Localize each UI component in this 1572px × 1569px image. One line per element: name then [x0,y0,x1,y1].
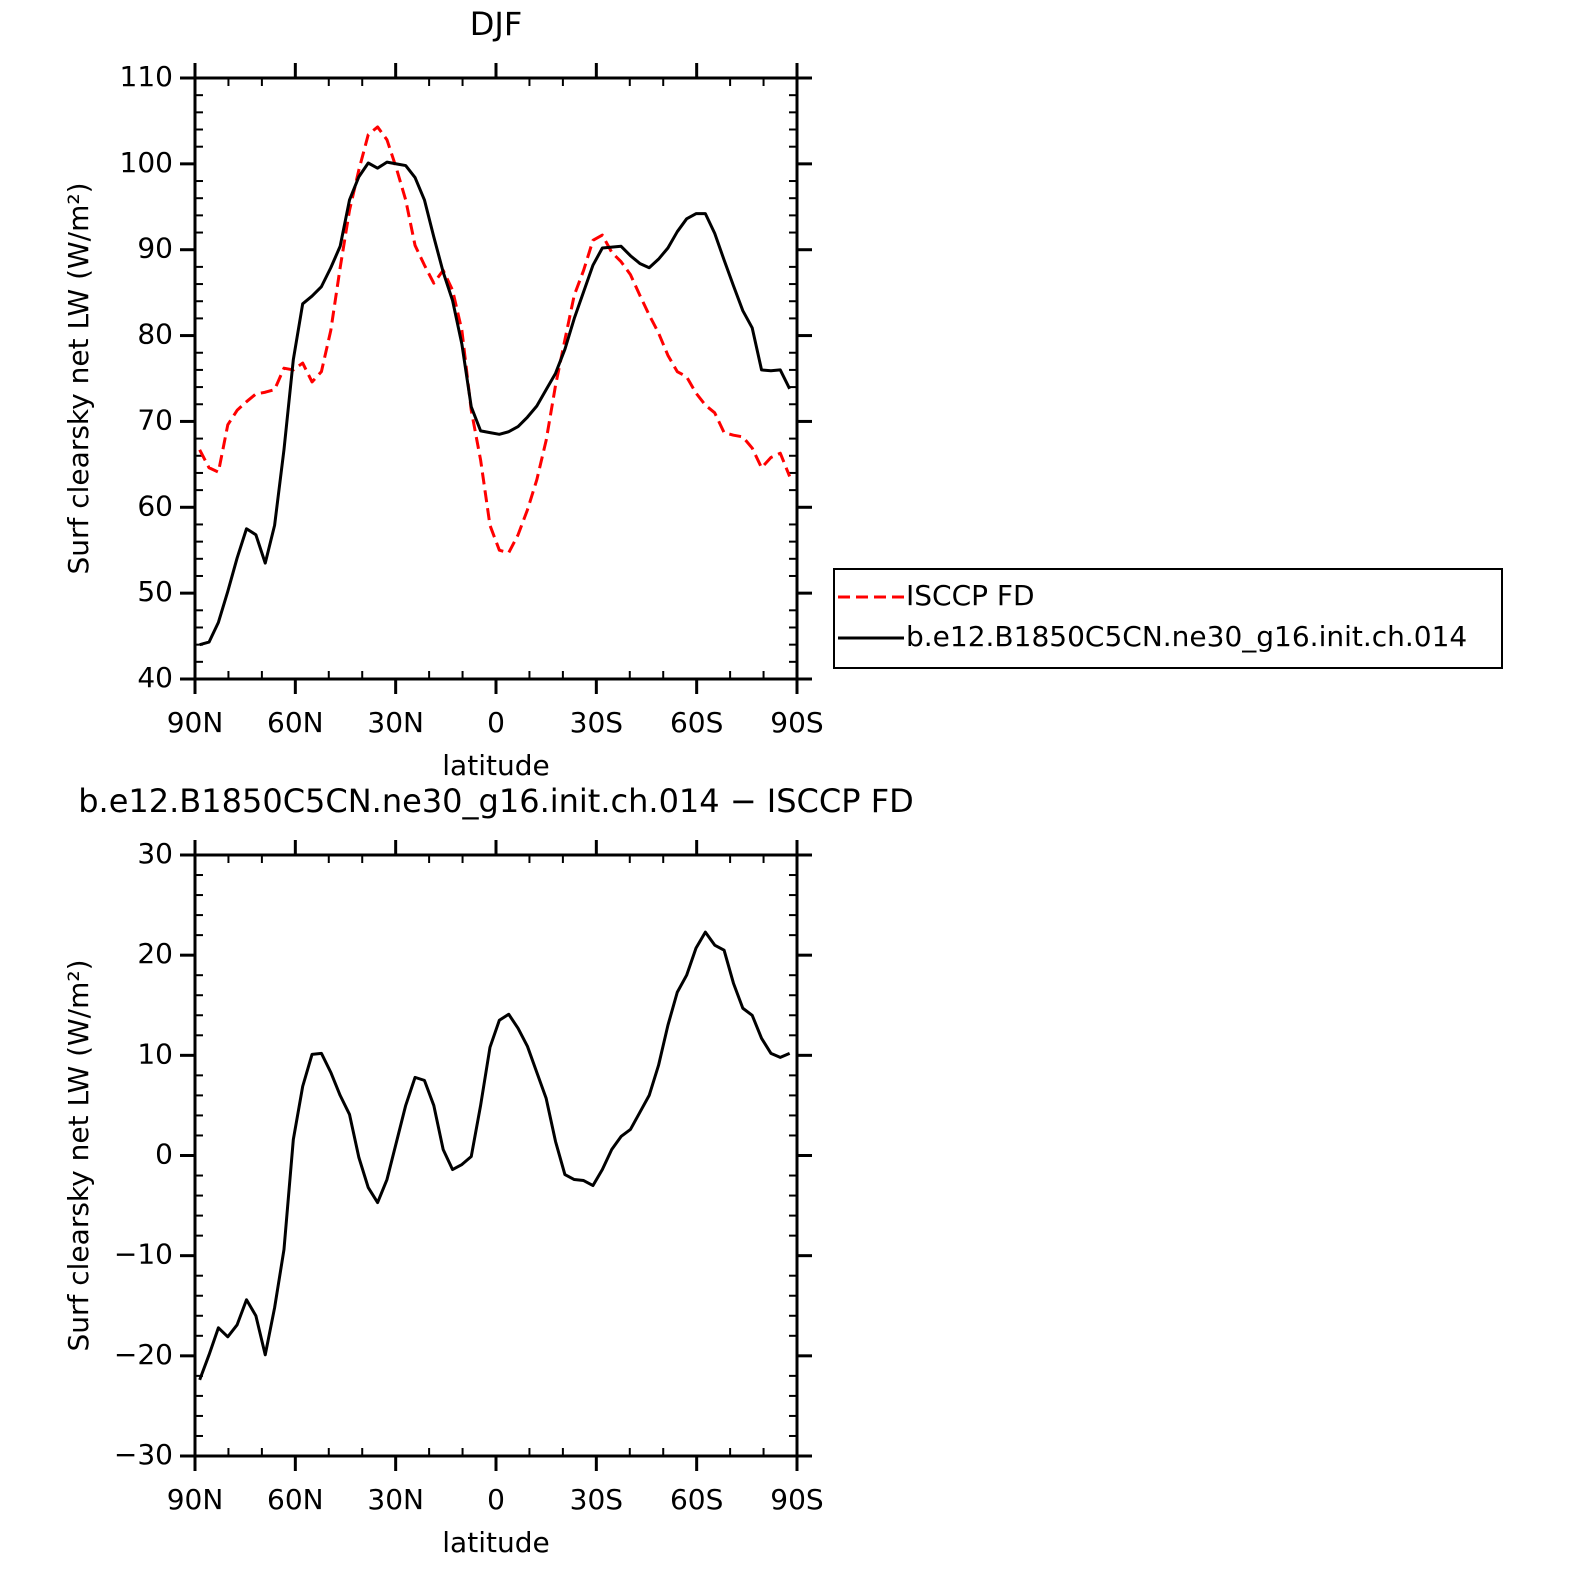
y-tick-label: 60 [137,489,173,522]
y-tick-label: 70 [137,403,173,436]
x-tick-label: 60S [670,1483,723,1516]
x-tick-label: 0 [487,1483,505,1516]
data-line [199,160,791,647]
y-tick-label: 50 [137,575,173,608]
y-tick-label: −10 [114,1238,173,1271]
x-tick-label: 90N [167,706,224,739]
data-line [198,930,791,1381]
y-tick-label: −30 [114,1438,173,1471]
plot-frame [193,76,799,681]
x-axis-label: latitude [442,749,549,782]
x-tick-label: 90N [167,1483,224,1516]
y-tick-label: 90 [137,232,173,265]
x-tick-label: 60N [267,1483,324,1516]
data-line [198,125,792,555]
legend-label: b.e12.B1850C5CN.ne30_g16.init.ch.014 [906,620,1467,653]
y-tick-label: 40 [137,661,173,694]
x-axis-label: latitude [442,1526,549,1559]
x-tick-label: 30S [570,706,623,739]
y-tick-label: −20 [114,1338,173,1371]
x-tick-label: 60N [267,706,324,739]
y-tick-label: 0 [155,1138,173,1171]
y-tick-label: 10 [137,1037,173,1070]
y-tick-label: 80 [137,318,173,351]
x-tick-label: 60S [670,706,723,739]
x-tick-label: 90S [770,1483,823,1516]
y-tick-label: 20 [137,937,173,970]
y-tick-label: 100 [120,146,173,179]
x-tick-label: 0 [487,706,505,739]
legend-box [833,568,1503,669]
y-axis-label: Surf clearsky net LW (W/m²) [62,182,95,574]
legend-label: ISCCP FD [906,579,1035,612]
chart-title: DJF [470,5,522,43]
x-tick-label: 90S [770,706,823,739]
x-tick-label: 30N [367,1483,424,1516]
y-tick-label: 30 [137,837,173,870]
y-tick-label: 110 [120,60,173,93]
y-axis-label: Surf clearsky net LW (W/m²) [62,959,95,1351]
x-tick-label: 30S [570,1483,623,1516]
x-tick-label: 30N [367,706,424,739]
chart-title: b.e12.B1850C5CN.ne30_g16.init.ch.014 − I… [78,782,914,820]
plot-frame [193,853,799,1458]
